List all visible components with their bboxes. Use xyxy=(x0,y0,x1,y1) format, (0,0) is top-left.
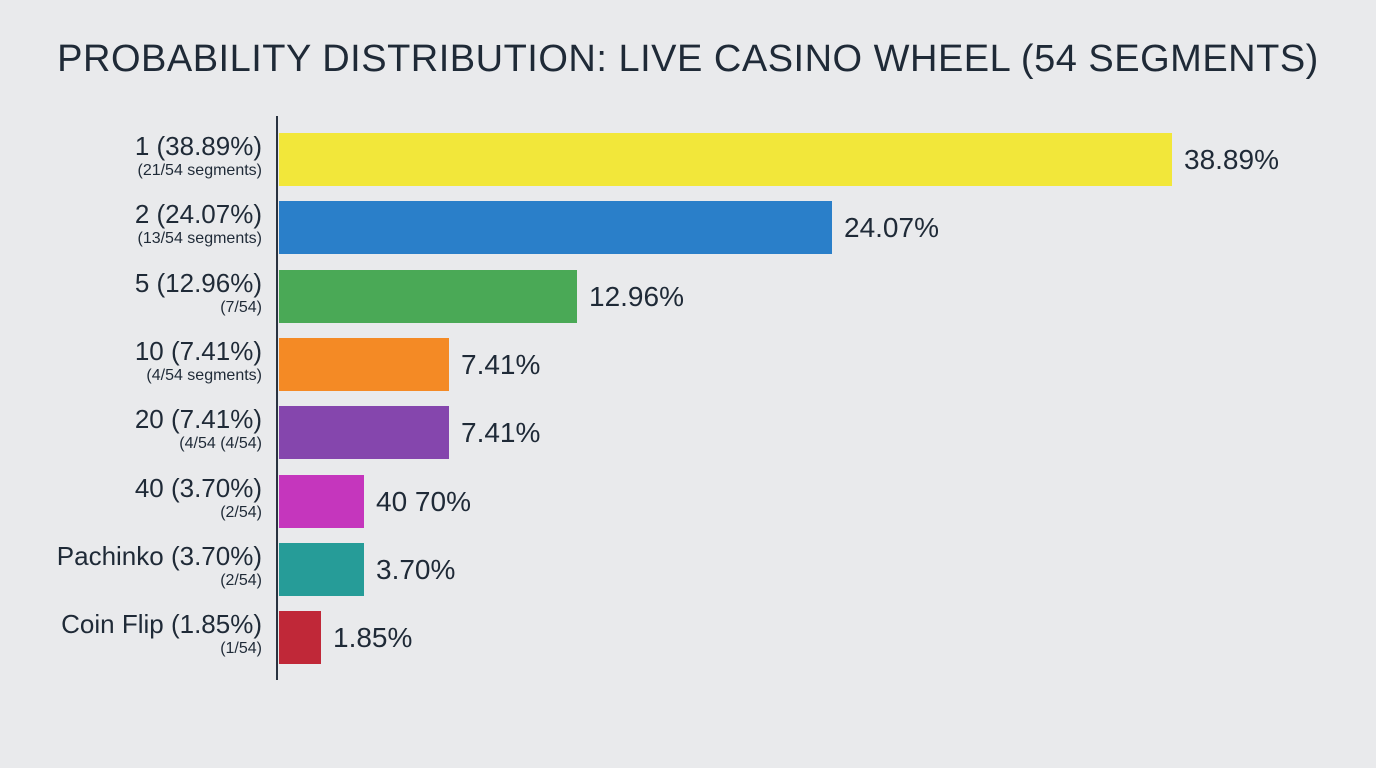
category-name: 2 (24.07%) xyxy=(134,199,262,229)
bar-row: 5 (12.96%) (7/54) 12.96% xyxy=(0,268,1376,338)
bar-row: 20 (7.41%) (4/54 (4/54) 7.41% xyxy=(0,404,1376,474)
value-label: 40 70% xyxy=(376,486,471,517)
bar-row: 2 (24.07%) (13/54 segments) 24.07% xyxy=(0,199,1376,269)
category-label: 1 (38.89%) (21/54 segments) xyxy=(135,131,262,181)
bar-row: 10 (7.41%) (4/54 segments) 7.41% xyxy=(0,336,1376,406)
bar-row: Coin Flip (1.85%) (1/54) 1.85% xyxy=(0,609,1376,679)
category-name: Pachinko (3.70%) xyxy=(56,541,262,571)
category-segments: (4/54 segments) xyxy=(146,367,262,384)
bar xyxy=(279,475,364,528)
category-segments: (2/54) xyxy=(220,572,262,589)
value-label: 7.41% xyxy=(461,349,541,380)
category-name: 5 (12.96%) xyxy=(134,268,262,298)
bar xyxy=(279,338,449,391)
category-segments: (1/54) xyxy=(220,640,262,657)
bar-row: 40 (3.70%) (2/54) 40 70% xyxy=(0,473,1376,543)
value-label: 38.89% xyxy=(1184,144,1279,175)
category-label: 20 (7.41%) (4/54 (4/54) xyxy=(135,404,262,454)
bar xyxy=(279,543,364,596)
value-label: 1.85% xyxy=(333,622,413,653)
bar xyxy=(279,133,1172,186)
value-label: 3.70% xyxy=(376,554,456,585)
category-segments: (4/54 (4/54) xyxy=(179,435,262,452)
category-name: 1 (38.89%) xyxy=(134,131,262,161)
bar-row: Pachinko (3.70%) (2/54) 3.70% xyxy=(0,541,1376,611)
category-label: 10 (7.41%) (4/54 segments) xyxy=(135,336,262,386)
category-segments: (2/54) xyxy=(220,504,262,521)
category-label: 5 (12.96%) (7/54) xyxy=(135,268,262,318)
bar-row: 1 (38.89%) (21/54 segments) 38.89% xyxy=(0,131,1376,201)
bar xyxy=(279,406,449,459)
value-label: 24.07% xyxy=(844,212,939,243)
category-segments: (21/54 segments) xyxy=(137,162,262,179)
category-name: 40 (3.70%) xyxy=(134,473,262,503)
category-label: Coin Flip (1.85%) (1/54) xyxy=(61,609,262,659)
y-axis-line xyxy=(276,116,278,680)
category-name: 20 (7.41%) xyxy=(134,404,262,434)
bar xyxy=(279,611,321,664)
category-segments: (13/54 segments) xyxy=(137,230,262,247)
value-label: 12.96% xyxy=(589,281,684,312)
value-label: 7.41% xyxy=(461,417,541,448)
category-name: Coin Flip (1.85%) xyxy=(61,609,262,639)
bar xyxy=(279,270,577,323)
chart-title: PROBABILITY DISTRIBUTION: LIVE CASINO WH… xyxy=(57,38,1319,80)
category-label: 2 (24.07%) (13/54 segments) xyxy=(135,199,262,249)
category-label: 40 (3.70%) (2/54) xyxy=(135,473,262,523)
category-label: Pachinko (3.70%) (2/54) xyxy=(57,541,262,591)
category-name: 10 (7.41%) xyxy=(134,336,262,366)
bar xyxy=(279,201,832,254)
category-segments: (7/54) xyxy=(220,299,262,316)
